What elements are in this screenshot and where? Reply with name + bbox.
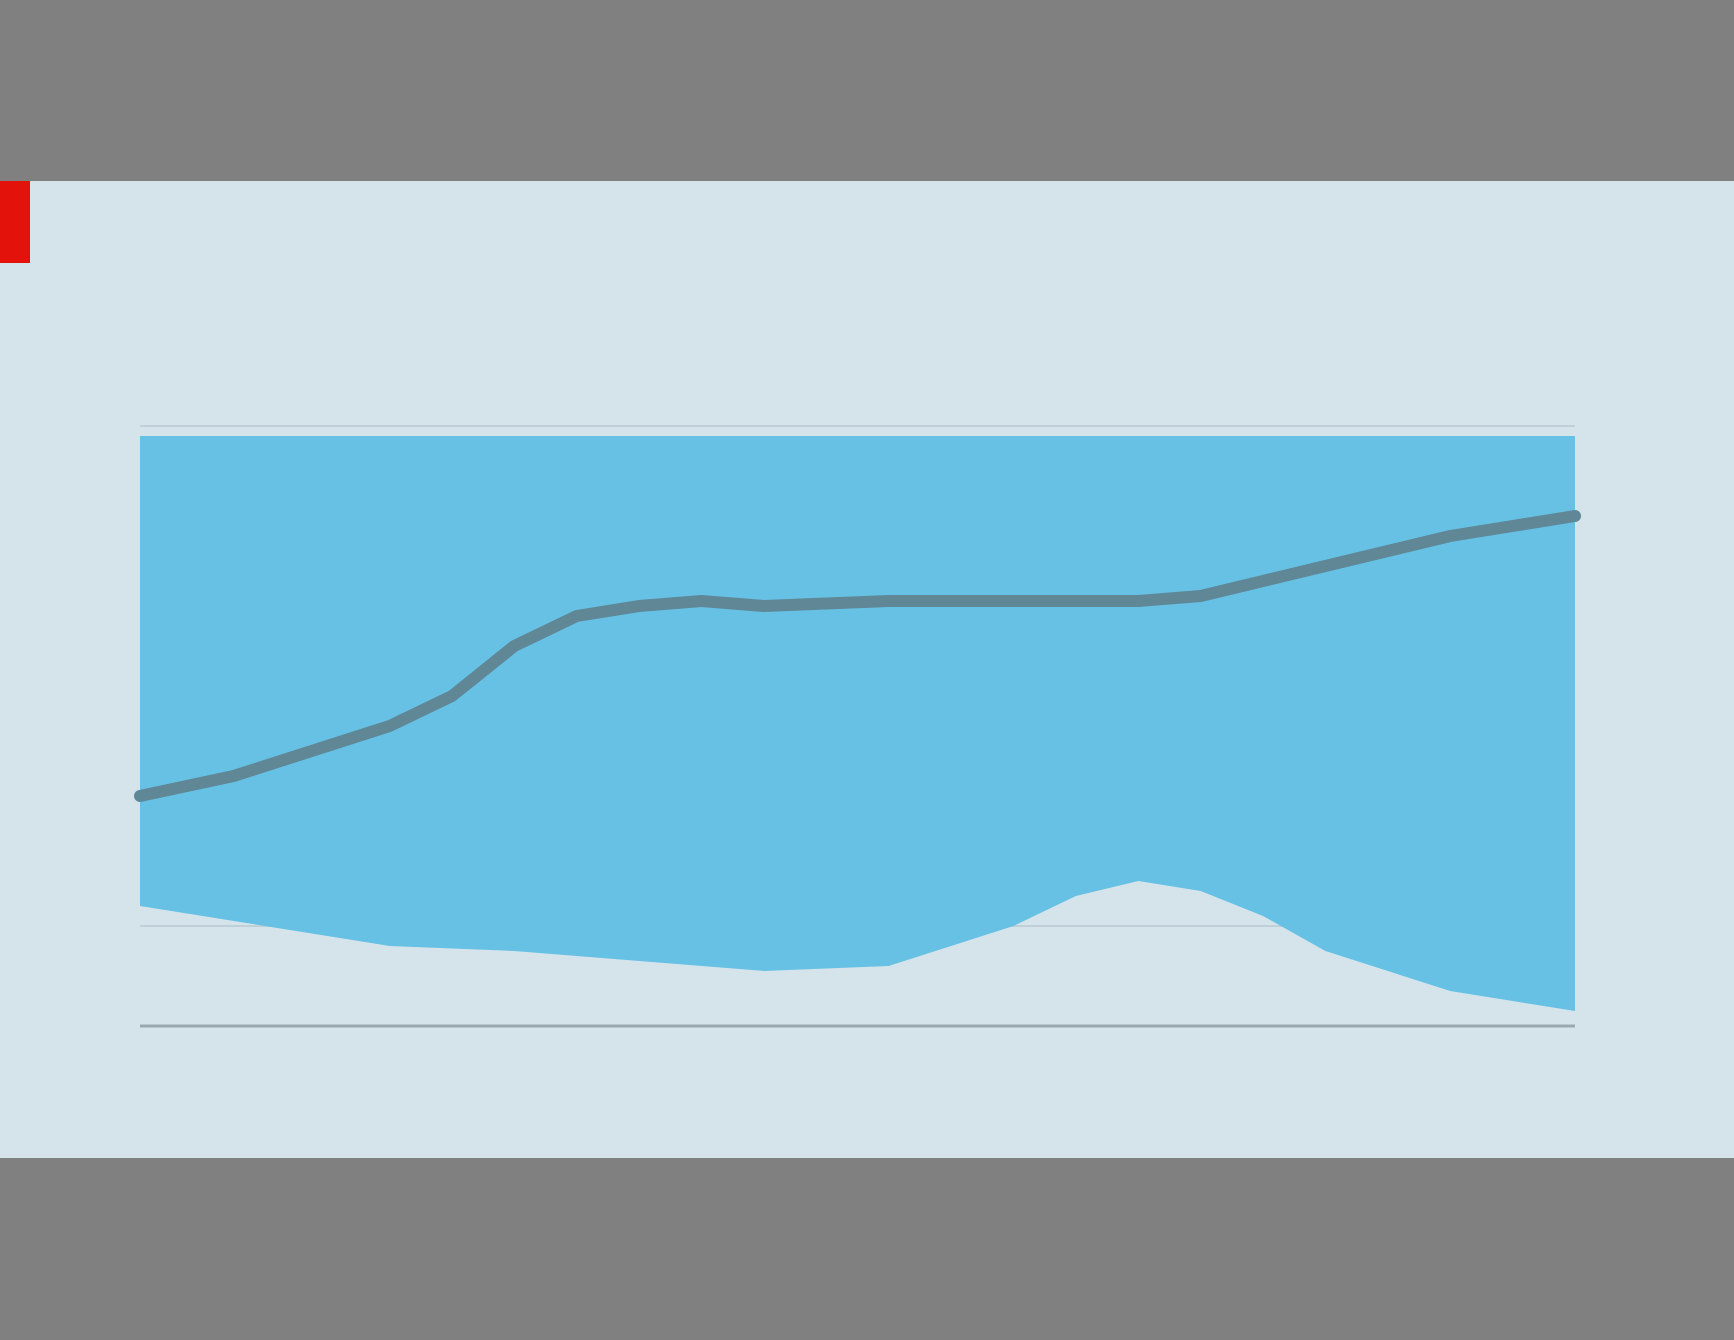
series-area-0	[140, 436, 1575, 1011]
chart-svg	[134, 425, 1581, 1028]
brand-accent-bar	[0, 181, 30, 263]
series-line-1	[134, 510, 1581, 802]
